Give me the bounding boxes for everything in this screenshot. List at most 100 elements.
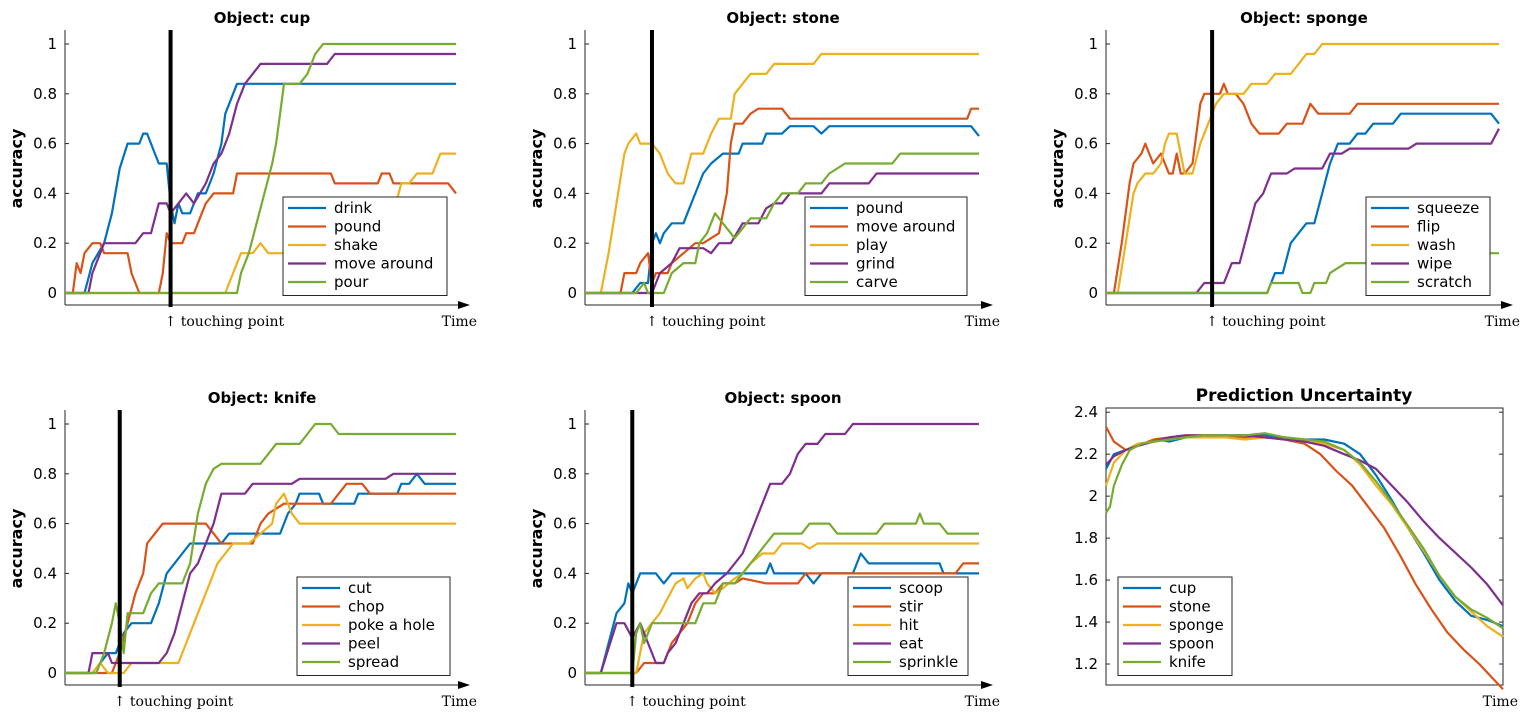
legend-box <box>296 576 451 676</box>
legend-label: pound <box>856 199 903 217</box>
y-tick-label: 0.8 <box>33 85 57 103</box>
y-tick-label: 0.4 <box>33 184 57 202</box>
legend-label: cut <box>348 579 372 597</box>
y-tick-label: 0.8 <box>553 85 577 103</box>
y-tick-label: 0.4 <box>33 564 57 582</box>
legend-box <box>1117 576 1233 676</box>
y-tick-label: 1.4 <box>1074 613 1098 631</box>
chart-0: Object: cup 0 0.2 0.4 0.6 0.8 1 accuracy Time ↑ t… <box>7 9 477 330</box>
x-axis-label: Time <box>965 314 1000 330</box>
legend-label: cup <box>1169 579 1196 597</box>
legend-label: flip <box>1417 218 1440 236</box>
y-tick-label: 0.6 <box>33 135 57 153</box>
chart-title: Object: cup <box>214 9 311 27</box>
series-line-move-around <box>585 107 979 295</box>
y-tick-label: 0 <box>47 284 57 302</box>
y-tick-label: 1 <box>567 35 577 53</box>
touching-point-label: ↑ touching point <box>646 314 766 330</box>
chart-title: Object: knife <box>208 389 317 407</box>
y-tick-label: 0.2 <box>553 234 577 252</box>
x-axis-label: Time <box>1483 694 1518 710</box>
y-tick-label: 1.6 <box>1074 571 1098 589</box>
y-tick-label: 0 <box>567 284 577 302</box>
touching-point-label: ↑ touching point <box>1206 314 1326 330</box>
series-line-pour <box>65 42 456 295</box>
y-tick-label: 0 <box>567 664 577 682</box>
legend-label: spoon <box>1169 635 1214 653</box>
legend-label: wash <box>1417 236 1456 254</box>
y-axis-label: accuracy <box>7 508 26 588</box>
x-axis-arrow-icon <box>458 681 470 689</box>
touching-point-label: ↑ touching point <box>626 694 746 710</box>
series-line-spread <box>65 422 456 675</box>
series-line-move-around <box>65 52 456 295</box>
legend-label: play <box>856 236 888 254</box>
legend-label: squeeze <box>1417 199 1479 217</box>
legend-label: sprinkle <box>899 653 958 671</box>
x-axis-label: Time <box>1485 314 1520 330</box>
chart-4: Object: spoon 0 0.2 0.4 0.6 0.8 1 accuracy Time ↑… <box>527 389 1000 710</box>
x-axis-arrow-icon <box>1501 301 1513 309</box>
y-tick-label: 0.4 <box>553 564 577 582</box>
x-axis-label: Time <box>442 694 477 710</box>
y-tick-label: 0.2 <box>33 234 57 252</box>
series-line-carve <box>585 152 979 295</box>
legend-label: sponge <box>1169 616 1224 634</box>
y-tick-label: 0 <box>1088 284 1098 302</box>
y-tick-label: 1 <box>1088 35 1098 53</box>
chart-5: Prediction Uncertainty 1.2 1.4 1.6 1.8 2 2.2 2.… <box>1074 386 1518 710</box>
chart-title: Prediction Uncertainty <box>1196 386 1413 406</box>
series-line-play <box>585 52 979 295</box>
y-tick-label: 0.8 <box>553 465 577 483</box>
x-axis-arrow-icon <box>458 301 470 309</box>
legend-label: move around <box>856 218 955 236</box>
legend-label: hit <box>899 616 919 634</box>
y-tick-label: 0.2 <box>1074 234 1098 252</box>
x-axis-arrow-icon <box>981 681 993 689</box>
y-tick-label: 0.6 <box>33 515 57 533</box>
y-tick-label: 0.8 <box>33 465 57 483</box>
legend-label: stone <box>1169 598 1211 616</box>
series-line-sprinkle <box>585 512 979 675</box>
legend-label: scoop <box>899 579 943 597</box>
series-line-poke-a-hole <box>65 492 456 675</box>
y-tick-label: 2.4 <box>1074 403 1098 421</box>
y-tick-label: 1.2 <box>1074 655 1098 673</box>
chart-2: Object: sponge 0 0.2 0.4 0.6 0.8 1 accuracy Time… <box>1048 9 1520 330</box>
y-axis-label: accuracy <box>527 508 546 588</box>
y-axis-label: accuracy <box>7 128 26 208</box>
chart-title: Object: spoon <box>724 389 841 407</box>
legend-label: knife <box>1169 653 1206 671</box>
y-tick-label: 1 <box>567 415 577 433</box>
series-line-grind <box>585 172 979 295</box>
legend-box <box>847 576 969 676</box>
y-tick-label: 1.8 <box>1074 529 1098 547</box>
chart-1: Object: stone 0 0.2 0.4 0.6 0.8 1 accuracy Time ↑… <box>527 9 1000 330</box>
legend-label: pound <box>334 218 381 236</box>
series-line-pound <box>65 172 457 295</box>
legend-label: move around <box>334 255 433 273</box>
series-line-stone <box>1105 426 1504 690</box>
series-line-scoop <box>585 552 979 675</box>
legend-label: chop <box>348 598 384 616</box>
legend-box <box>1365 196 1491 296</box>
legend-label: peel <box>348 635 380 653</box>
legend-label: shake <box>334 236 378 254</box>
legend-label: poke a hole <box>348 616 435 634</box>
series-line-flip <box>1106 82 1499 295</box>
y-tick-label: 0.6 <box>553 135 577 153</box>
y-tick-label: 0.4 <box>553 184 577 202</box>
series-line-chop <box>65 482 456 675</box>
series-line-wash <box>1106 42 1499 295</box>
y-tick-label: 1 <box>47 415 57 433</box>
y-tick-label: 0.4 <box>1074 184 1098 202</box>
legend-label: scratch <box>1417 273 1472 291</box>
y-tick-label: 0.2 <box>33 614 57 632</box>
y-tick-label: 0.6 <box>553 515 577 533</box>
chart-title: Object: stone <box>726 9 839 27</box>
